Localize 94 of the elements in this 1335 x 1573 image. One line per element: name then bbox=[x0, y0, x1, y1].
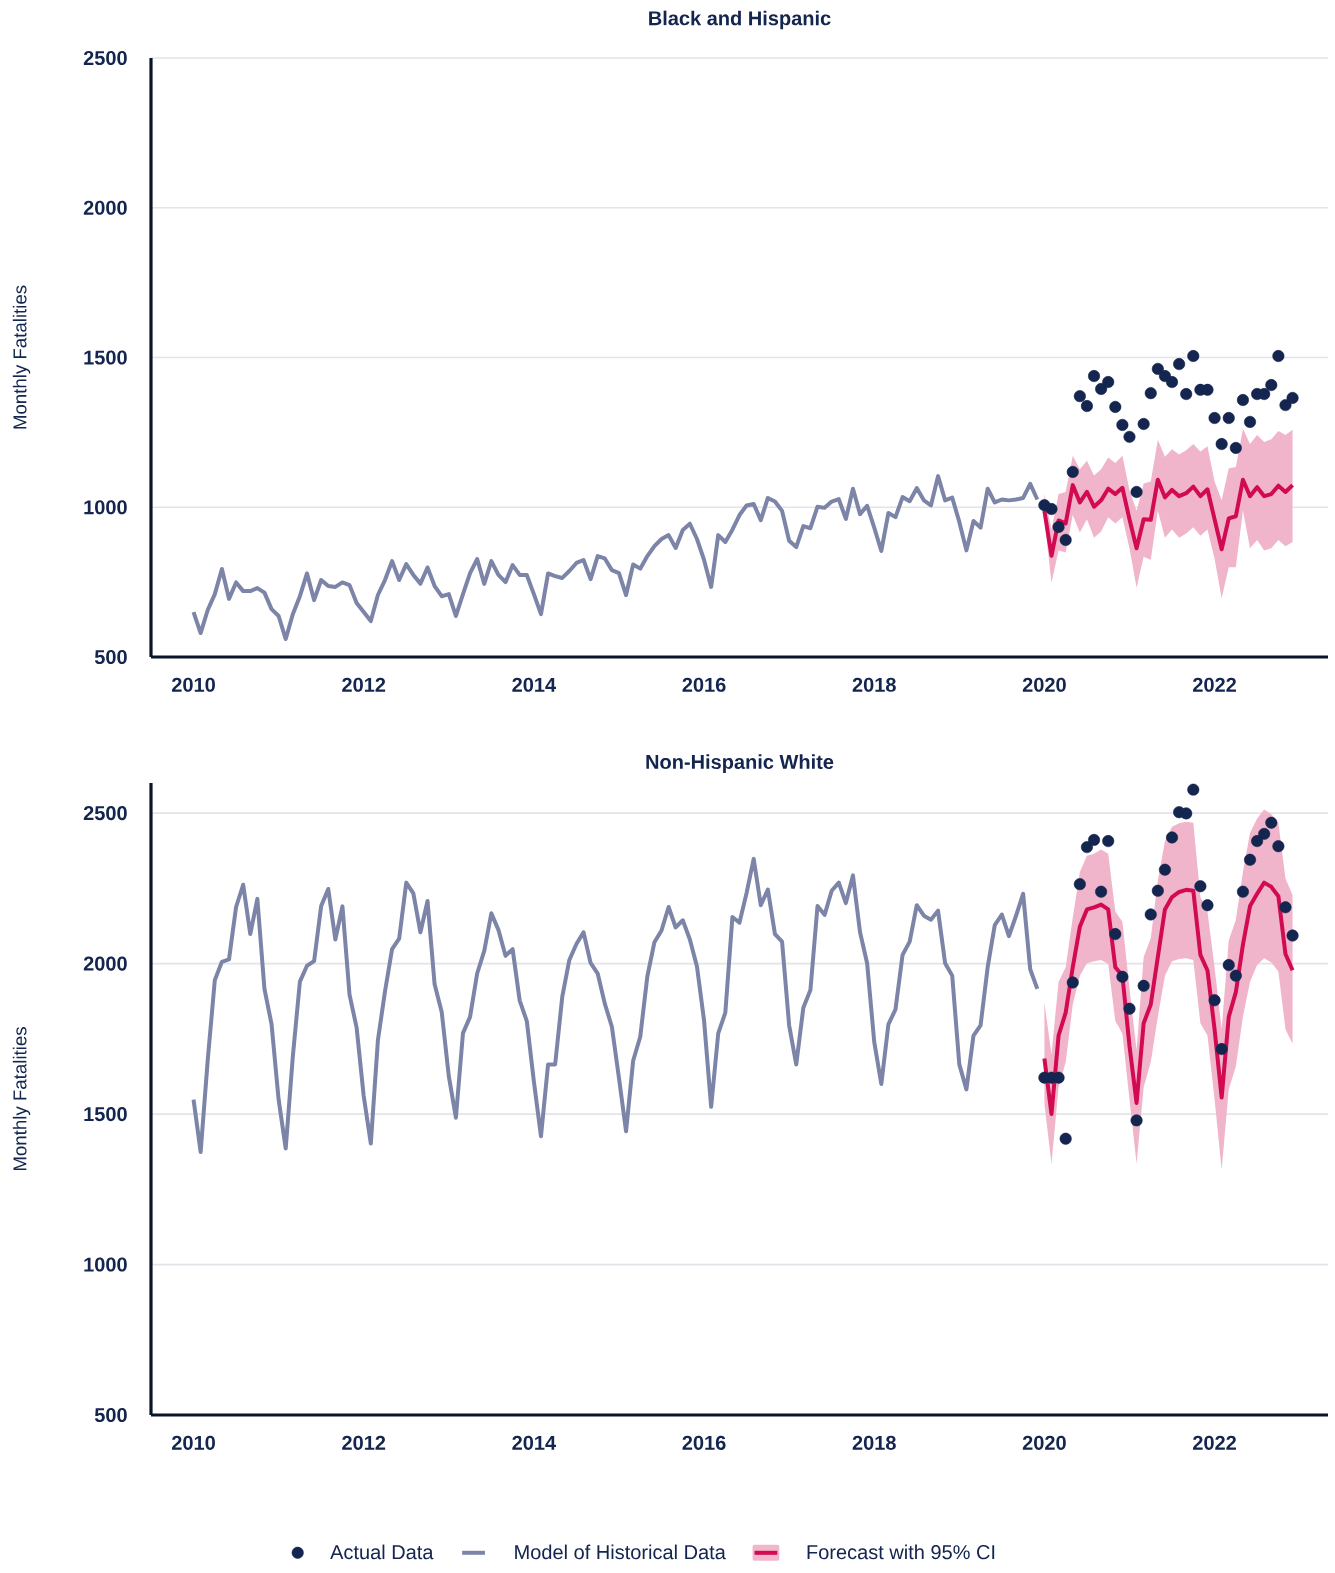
point bbox=[1272, 350, 1285, 363]
point bbox=[1265, 816, 1278, 829]
point bbox=[1116, 970, 1129, 983]
point bbox=[1095, 885, 1108, 898]
x-tick-label: 2014 bbox=[512, 677, 557, 692]
point bbox=[1123, 1002, 1136, 1015]
y-tick-label: 1500 bbox=[84, 350, 127, 365]
point bbox=[1158, 863, 1171, 876]
point bbox=[1080, 400, 1093, 413]
point bbox=[1130, 485, 1143, 498]
point bbox=[1236, 394, 1249, 407]
point bbox=[1073, 390, 1086, 403]
point bbox=[1088, 833, 1101, 846]
point bbox=[1279, 399, 1292, 412]
point bbox=[1229, 441, 1242, 454]
point bbox=[1244, 415, 1257, 428]
y-tick-label: 500 bbox=[94, 1407, 127, 1423]
y-tick-label: 1500 bbox=[84, 1106, 127, 1122]
point bbox=[1251, 835, 1264, 848]
chart-title: Black and Hispanic bbox=[649, 10, 831, 30]
point bbox=[1144, 908, 1157, 921]
point bbox=[1045, 503, 1058, 516]
point bbox=[1095, 382, 1108, 395]
point bbox=[1130, 1114, 1143, 1127]
point bbox=[1173, 358, 1186, 371]
line-series bbox=[191, 856, 1040, 1154]
point bbox=[1265, 379, 1278, 392]
y-axis-title: Monthly Fatalities bbox=[12, 285, 31, 429]
legend-label: Actual Data bbox=[330, 1544, 434, 1560]
point bbox=[1194, 880, 1207, 893]
y-tick-label: 2500 bbox=[83, 50, 127, 66]
point bbox=[1222, 959, 1235, 972]
y-tick-label: 2000 bbox=[83, 200, 127, 215]
x-tick-label: 2018 bbox=[852, 677, 896, 692]
point bbox=[1215, 438, 1228, 451]
point bbox=[1222, 412, 1235, 425]
point bbox=[1144, 387, 1157, 400]
point bbox=[1066, 976, 1079, 989]
point bbox=[1208, 994, 1221, 1007]
x-tick-label: 2022 bbox=[1193, 1435, 1236, 1450]
point bbox=[1137, 979, 1150, 992]
point bbox=[1187, 350, 1200, 363]
x-tick-label: 2016 bbox=[682, 677, 726, 692]
point bbox=[1180, 388, 1193, 401]
x-tick-label: 2012 bbox=[342, 677, 386, 692]
point bbox=[1080, 841, 1093, 854]
point bbox=[1258, 827, 1271, 840]
point bbox=[1187, 783, 1200, 796]
point bbox=[1166, 831, 1179, 844]
point bbox=[1073, 878, 1086, 891]
point bbox=[1286, 391, 1299, 404]
legend-label: Model of Historical Data bbox=[515, 1544, 726, 1560]
point bbox=[1151, 884, 1164, 897]
point bbox=[1201, 899, 1214, 912]
point bbox=[1059, 533, 1072, 546]
point bbox=[1137, 417, 1150, 430]
x-tick-label: 2012 bbox=[342, 1435, 386, 1450]
point bbox=[1059, 1132, 1072, 1145]
point bbox=[1066, 465, 1079, 478]
point bbox=[1109, 400, 1122, 413]
x-tick-label: 2010 bbox=[171, 677, 215, 692]
point bbox=[1229, 969, 1242, 982]
y-tick-label: 500 bbox=[94, 649, 127, 665]
y-axis-title: Monthly Fatalities bbox=[12, 1027, 31, 1171]
y-tick-label: 2500 bbox=[83, 806, 127, 821]
x-tick-label: 2014 bbox=[512, 1435, 557, 1450]
point bbox=[1088, 370, 1101, 383]
x-tick-label: 2018 bbox=[852, 1435, 896, 1450]
point bbox=[1215, 1043, 1228, 1056]
x-tick-label: 2022 bbox=[1193, 677, 1236, 692]
x-tick-label: 2016 bbox=[682, 1435, 726, 1450]
y-tick-label: 1000 bbox=[84, 1257, 127, 1272]
legend-label: Forecast with 95% CI bbox=[807, 1544, 995, 1560]
point bbox=[1236, 885, 1249, 898]
y-tick-label: 2000 bbox=[83, 956, 127, 971]
y-tick-label: 1000 bbox=[84, 500, 127, 515]
x-tick-label: 2020 bbox=[1022, 677, 1066, 692]
point bbox=[1244, 853, 1257, 866]
point bbox=[1102, 376, 1115, 389]
point bbox=[1052, 521, 1065, 534]
point bbox=[1286, 929, 1299, 942]
point bbox=[1180, 807, 1193, 820]
point bbox=[1208, 412, 1221, 425]
point bbox=[1102, 835, 1115, 848]
point bbox=[1166, 376, 1179, 389]
x-tick-label: 2020 bbox=[1022, 1435, 1066, 1450]
point bbox=[1109, 928, 1122, 941]
line-series bbox=[1042, 880, 1295, 1117]
point bbox=[1272, 840, 1285, 853]
point bbox=[1116, 418, 1129, 431]
point bbox=[1123, 430, 1136, 443]
point bbox=[1279, 901, 1292, 914]
x-tick-label: 2010 bbox=[171, 1435, 215, 1450]
chart-title: Non-Hispanic White bbox=[646, 754, 834, 773]
